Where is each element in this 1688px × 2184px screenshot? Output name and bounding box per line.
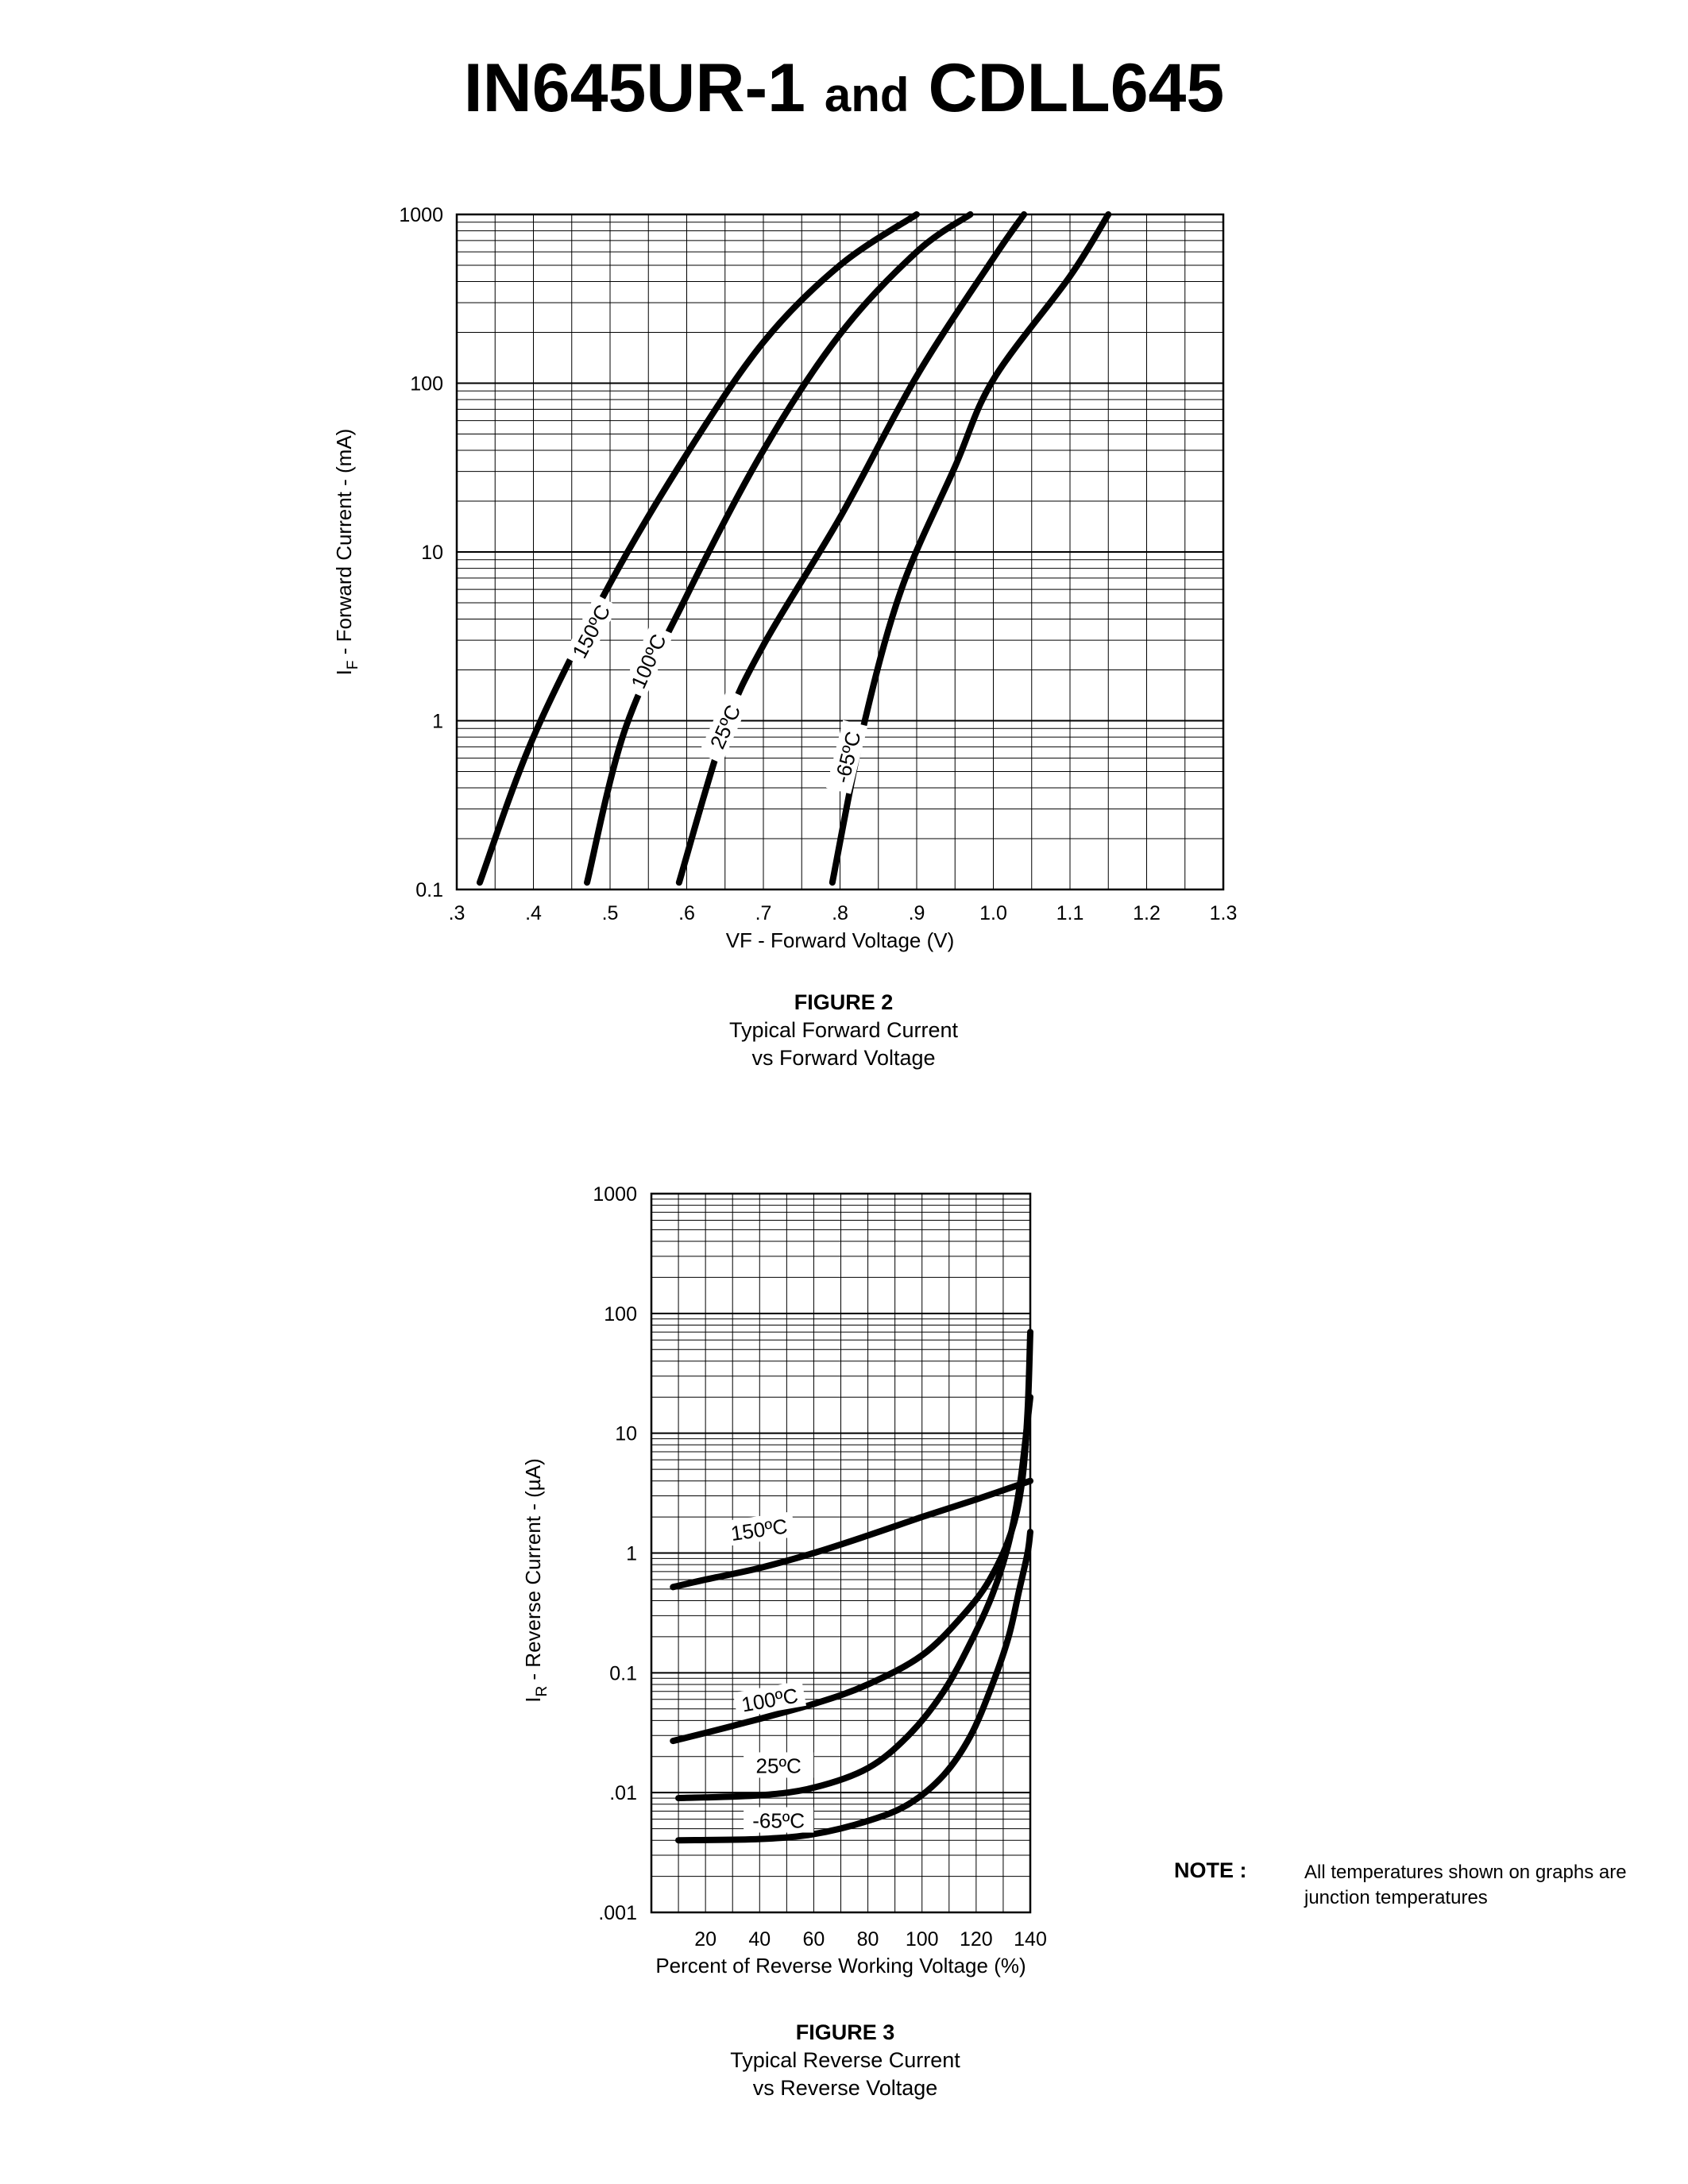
x-tick-label: 100	[906, 1928, 939, 1951]
y-axis-label-subscript: F	[345, 660, 361, 669]
figure-2-label: FIGURE 2	[794, 990, 894, 1014]
series-label-3: -65ºC	[825, 720, 868, 794]
series-label-bg	[722, 1511, 796, 1547]
series-label-bg	[698, 689, 751, 764]
x-tick-label: .7	[755, 902, 772, 924]
series-line-0	[670, 1477, 1033, 1591]
figure-3-label: FIGURE 3	[795, 2020, 895, 2044]
figure-2-desc-line-1: Typical Forward Current	[728, 1018, 959, 1042]
x-tick-label: 1.3	[1210, 902, 1238, 924]
x-tick-label: 20	[694, 1928, 717, 1951]
y-axis-label-main: I	[332, 669, 356, 675]
x-tick-label: 80	[857, 1928, 879, 1951]
figure-3-desc-line-1: Typical Reverse Current	[730, 2048, 960, 2072]
x-tick-label: 60	[803, 1928, 825, 1951]
y-axis-label-rest: - Forward Current - (mA)	[332, 429, 356, 661]
x-tick-label: .9	[909, 902, 925, 924]
title-part-number-2: CDLL645	[928, 50, 1225, 126]
series-label-bg	[622, 623, 674, 698]
y-tick-label: 100	[604, 1303, 637, 1325]
y-tick-label: 1000	[593, 1183, 637, 1206]
note-text: All temperatures shown on graphs are jun…	[1304, 1862, 1627, 1908]
y-tick-label: 1	[432, 711, 443, 733]
series-label-text: 100ºC	[626, 631, 671, 693]
title-conjunction: and	[824, 68, 910, 122]
x-tick-label: 40	[748, 1928, 771, 1951]
x-tick-label: .3	[449, 902, 465, 924]
plot-frame	[455, 213, 1225, 891]
y-axis-label: IF - Forward Current - (mA)	[332, 429, 361, 676]
series-label-2: 25ºC	[698, 689, 751, 764]
series-label-text: -65ºC	[752, 1809, 805, 1833]
x-tick-label: 1.2	[1133, 902, 1161, 924]
y-tick-label: 100	[410, 373, 443, 396]
series-label-text: 150ºC	[567, 600, 615, 662]
x-tick-label: 120	[960, 1928, 993, 1951]
figure-2-desc-line-2: vs Forward Voltage	[751, 1046, 936, 1070]
figure-3-caption: FIGURE 3 Typical Reverse Current vs Reve…	[527, 2019, 1163, 2102]
x-tick-label: 1.0	[979, 902, 1007, 924]
x-tick-label: .6	[678, 902, 695, 924]
y-tick-label: 1	[626, 1543, 637, 1565]
x-tick-label: 1.1	[1056, 902, 1084, 924]
series-label-text: 150ºC	[729, 1514, 789, 1545]
series-label-bg	[562, 594, 619, 668]
title-part-number-1: IN645UR-1	[463, 50, 805, 126]
y-tick-label: 10	[615, 1423, 637, 1445]
series-label-text: 25ºC	[756, 1754, 802, 1777]
figure-2-caption: FIGURE 2 Typical Forward Current vs Forw…	[526, 989, 1161, 1072]
grid	[651, 1193, 1031, 1913]
series-label-2: 25ºC	[744, 1752, 814, 1778]
y-tick-label: 1000	[399, 204, 443, 226]
series-line-2	[675, 1394, 1033, 1802]
page-title: IN645UR-1 and CDLL645	[0, 49, 1688, 128]
series-label-bg	[825, 720, 868, 794]
y-tick-label: .001	[598, 1902, 637, 1924]
y-tick-label: 10	[421, 542, 443, 564]
x-tick-label: .8	[832, 902, 848, 924]
y-tick-label: 0.1	[609, 1662, 637, 1684]
series-label-bg	[744, 1807, 814, 1833]
x-axis-label: Percent of Reverse Working Voltage (%)	[655, 1954, 1026, 1978]
chart-reverse: 20 40 60 80 100 120 140 .001 .01 0.1 1 10 100 1000 Per…	[521, 1183, 1047, 1978]
y-tick-label: .01	[609, 1782, 637, 1804]
series-label-1: 100ºC	[622, 623, 674, 698]
x-axis-label: VF - Forward Voltage (V)	[726, 928, 955, 952]
series-line-3	[675, 1528, 1033, 1844]
y-axis-label-rest: - Reverse Current - (µA)	[521, 1458, 545, 1686]
x-tick-label: .4	[525, 902, 542, 924]
series-label-bg	[744, 1752, 814, 1778]
series-line-0	[476, 211, 920, 886]
x-tick-label: 140	[1014, 1928, 1047, 1951]
note-label: NOTE :	[1174, 1858, 1247, 1882]
y-tick-label: 0.1	[415, 879, 443, 901]
x-tick-label: .5	[602, 902, 619, 924]
series-label-bg	[732, 1680, 806, 1718]
series-line-1	[584, 211, 974, 886]
y-axis-label-subscript: R	[534, 1686, 550, 1697]
y-axis-label-main: I	[521, 1697, 545, 1703]
y-axis-label: IR - Reverse Current - (µA)	[521, 1458, 550, 1703]
chart-forward: .3 .4 .5 .6 .7 .8 .9 1.0 1.1 1.2 1.3 0.1 1 10 100 1000 V…	[332, 204, 1237, 952]
series-label-3: -65ºC	[744, 1807, 814, 1833]
series-line-3	[829, 211, 1112, 886]
figure-3-desc-line-2: vs Reverse Voltage	[752, 2076, 938, 2100]
